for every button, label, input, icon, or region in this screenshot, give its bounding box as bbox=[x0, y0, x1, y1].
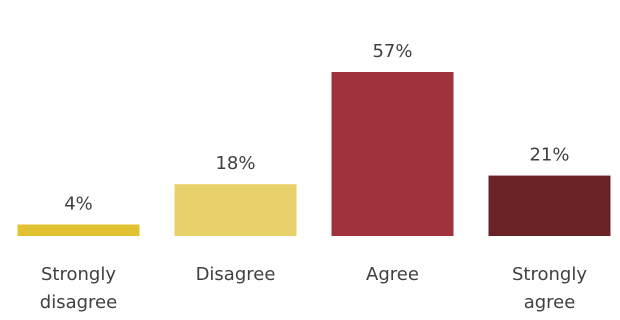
bar bbox=[17, 224, 140, 236]
bar bbox=[488, 175, 611, 236]
data-label: 18% bbox=[215, 153, 255, 174]
x-tick-label: Strongly agree bbox=[512, 264, 587, 313]
x-tick-label: Strongly disagree bbox=[39, 264, 118, 313]
data-label: 4% bbox=[64, 193, 93, 214]
bar bbox=[331, 72, 454, 236]
x-tick-label: Disagree bbox=[195, 264, 276, 285]
x-tick-label: Agree bbox=[366, 264, 419, 285]
bar bbox=[174, 184, 297, 236]
data-label: 57% bbox=[372, 41, 412, 62]
data-label: 21% bbox=[529, 145, 569, 166]
